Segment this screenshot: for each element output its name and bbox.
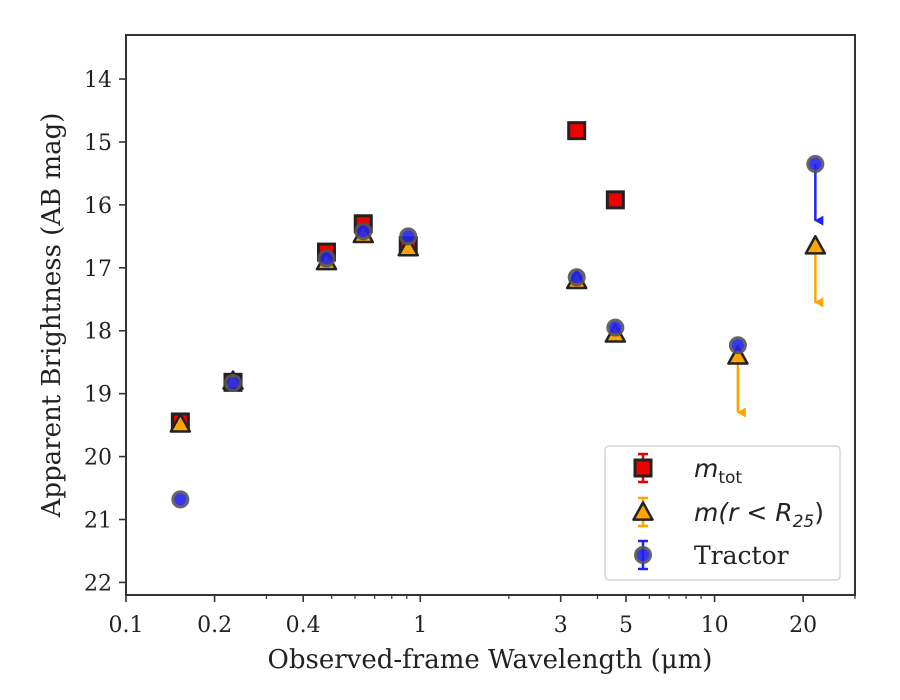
legend-label: m(r < R25): [694, 498, 824, 532]
x-tick-label: 1: [413, 613, 427, 638]
triangle-point: [804, 235, 827, 255]
legend-box: [604, 445, 841, 581]
legend-triangle-marker: [632, 501, 654, 521]
x-tick-label: 20: [789, 613, 817, 638]
circle-point: [399, 227, 418, 246]
y-tick-label: 15: [84, 131, 112, 156]
circle-point: [606, 318, 625, 337]
x-axis-ticks: 0.1 0.2 0.4 1 3 5 10 20: [109, 595, 856, 638]
square-point: [605, 190, 625, 210]
y-tick-label: 16: [84, 194, 112, 219]
y-axis-ticks: 14 15 16 17 18 19 20 21 22: [84, 68, 126, 596]
circle-point: [317, 249, 336, 268]
legend: mtot m(r < R25) Tractor: [604, 445, 841, 581]
circle-point: [354, 222, 373, 241]
y-tick-label: 22: [84, 571, 112, 596]
x-tick-label: 0.4: [286, 613, 321, 638]
legend-label: Tractor: [694, 541, 789, 570]
circle-point: [728, 336, 747, 355]
y-tick-label: 19: [84, 383, 112, 408]
y-axis-label: Apparent Brightness (AB mag): [37, 113, 67, 519]
y-tick-label: 20: [84, 446, 112, 471]
data-marks: [169, 121, 827, 509]
triangle-point: [169, 413, 192, 433]
y-tick-label: 21: [84, 508, 112, 533]
circle-point: [567, 268, 586, 287]
legend-square-marker: [633, 458, 653, 478]
circle-point: [224, 373, 243, 392]
triangle-point: [727, 345, 749, 365]
legend-label: mtot: [694, 454, 742, 488]
legend-circle-marker: [634, 546, 652, 564]
x-tick-label: 3: [554, 613, 568, 638]
circle-point: [171, 490, 190, 509]
x-tick-label: 0.2: [197, 613, 232, 638]
triangle-point: [397, 236, 419, 257]
x-tick-label: 0.1: [109, 613, 144, 638]
circle-point: [806, 154, 825, 173]
x-tick-label: 10: [701, 613, 729, 638]
x-axis-label: Observed-frame Wavelength (μm): [268, 645, 713, 675]
y-tick-label: 14: [84, 68, 112, 93]
square-point: [567, 121, 587, 141]
y-tick-label: 17: [84, 257, 112, 282]
y-tick-label: 18: [84, 320, 112, 345]
x-tick-label: 5: [619, 613, 633, 638]
